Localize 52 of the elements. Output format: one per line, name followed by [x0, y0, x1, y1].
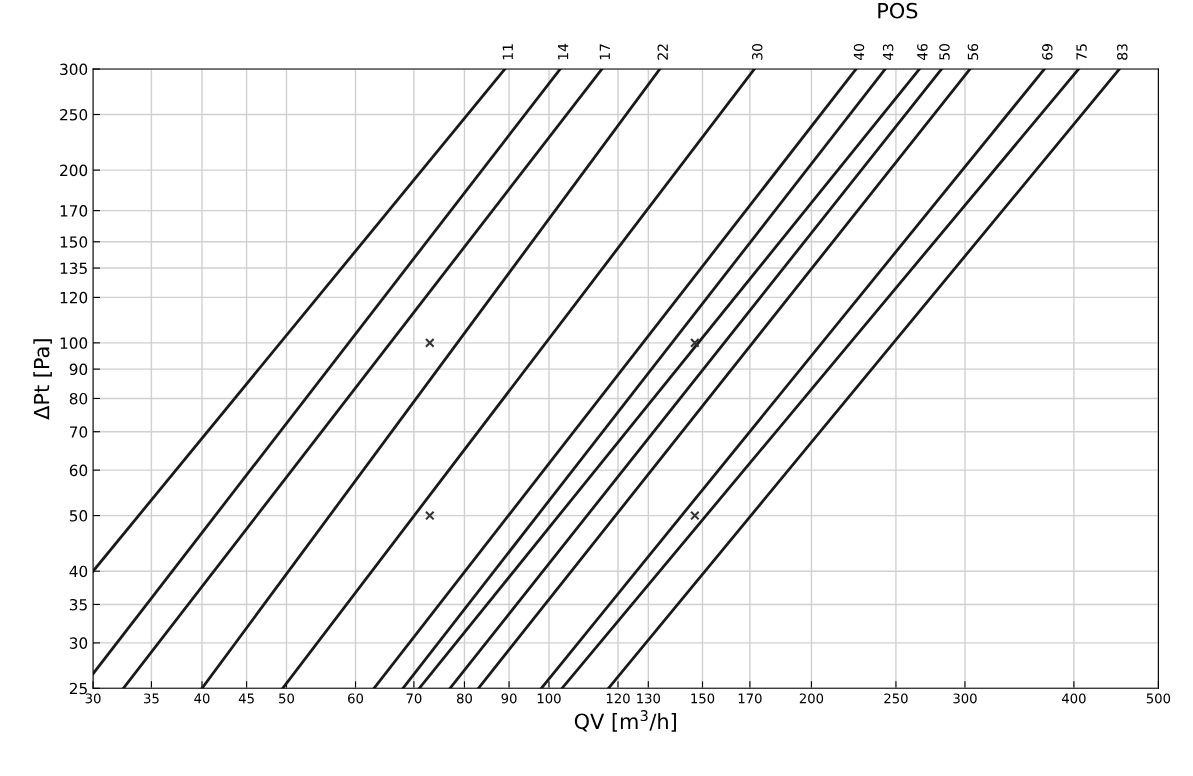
y-tick-label: 30 [69, 637, 88, 649]
text: 14 [558, 43, 569, 60]
text: 69 [1042, 44, 1053, 60]
x-tick-label: 250 [884, 693, 908, 704]
text: 43 [882, 44, 894, 61]
x-tick-label: 500 [1146, 693, 1171, 704]
y-tick-label: 150 [60, 236, 88, 248]
y-tick-label: 250 [60, 108, 88, 121]
text: 40 [853, 43, 865, 61]
y-tick-label: 120 [60, 291, 88, 304]
text: 50 [939, 43, 950, 60]
x-tick-label: 40 [194, 693, 210, 704]
y-tick-label: 35 [69, 598, 87, 611]
y-tick-label: 40 [69, 565, 88, 578]
y-tick-label: 50 [69, 510, 88, 522]
text: 83 [1117, 44, 1128, 60]
x-tick-label: 150 [691, 693, 715, 704]
y-tick-label: 200 [60, 164, 88, 177]
x-tick-label: 130 [637, 693, 661, 704]
y-tick-label: 25 [69, 682, 87, 695]
text: 30 [752, 43, 763, 60]
y-tick-label: 80 [69, 392, 88, 405]
x-tick-label: 35 [144, 693, 159, 704]
x-tick-label: 50 [279, 693, 295, 704]
x-tick-label: 120 [606, 693, 630, 704]
y-axis-title: ΔPt [Pa] [33, 339, 52, 420]
text: 22 [657, 44, 668, 60]
x-tick-label: 70 [406, 693, 422, 704]
y-tick-label: 90 [69, 363, 88, 376]
y-tick-label: 135 [60, 262, 87, 275]
y-tick-label: 70 [70, 426, 88, 438]
y-tick-label: 60 [69, 464, 88, 477]
y-tick-label: 100 [60, 337, 88, 349]
text: 46 [917, 43, 928, 61]
y-tick-label: 170 [60, 205, 88, 217]
x-tick-label: 80 [456, 693, 472, 704]
x-tick-label: 300 [953, 693, 977, 704]
text: 75 [1076, 44, 1087, 60]
text: 11 [502, 44, 513, 60]
x-tick-label: 30 [85, 693, 101, 704]
text: 17 [599, 44, 610, 60]
x-tick-label: 170 [738, 693, 762, 704]
x-axis-title: QV [m$^{3}$/h] [574, 710, 676, 732]
x-tick-label: 60 [348, 693, 364, 704]
x-tick-label: 200 [799, 693, 824, 704]
text: 56 [967, 43, 979, 60]
x2-axis-title: POS [878, 2, 918, 19]
x-tick-label: 400 [1061, 693, 1086, 704]
x-tick-label: 45 [238, 693, 254, 704]
x-tick-label: 100 [537, 693, 561, 704]
y-tick-label: 300 [60, 63, 88, 76]
x-tick-label: 90 [501, 693, 517, 704]
